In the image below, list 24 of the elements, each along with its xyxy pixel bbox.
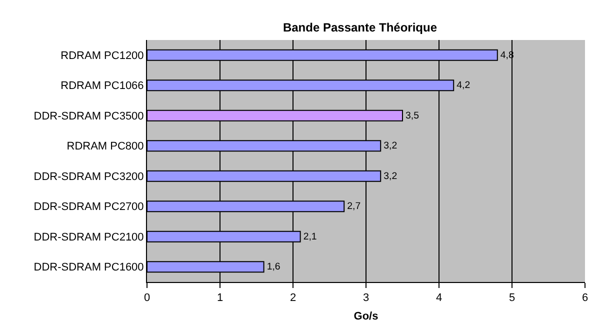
data-label: 2,7 [347,201,361,212]
x-tick-label: 3 [362,292,370,304]
x-tick-label: 4 [436,292,442,304]
y-tick-label: DDR-SDRAM PC2700 [34,201,144,214]
data-label: 3,2 [384,170,398,182]
y-tick-label: DDR-SDRAM PC3200 [34,170,144,183]
x-axis-title: Go/s [354,310,378,322]
y-tick-label: RDRAM PC800 [66,140,144,153]
x-tick-label: 0 [144,292,150,304]
data-label: 2,1 [303,231,317,242]
data-label: 4,2 [456,80,470,92]
x-tick-label: 1 [216,292,224,304]
x-tick-label: 2 [290,292,296,304]
data-label: 3,5 [406,110,419,122]
y-tick-label: RDRAM PC1066 [60,80,144,92]
y-tick-label: DDR-SDRAM PC3500 [34,110,144,122]
x-tick-label: 6 [582,292,588,304]
y-tick-label: DDR-SDRAM PC2100 [34,231,144,244]
y-tick-label: DDR-SDRAM PC1600 [34,262,144,274]
data-label: 3,2 [384,140,398,152]
x-tick-label: 5 [508,292,516,304]
y-tick-label: RDRAM PC1200 [60,50,144,62]
chart-title: Bande Passante Théorique [282,20,438,35]
data-label: 1,6 [266,262,280,273]
